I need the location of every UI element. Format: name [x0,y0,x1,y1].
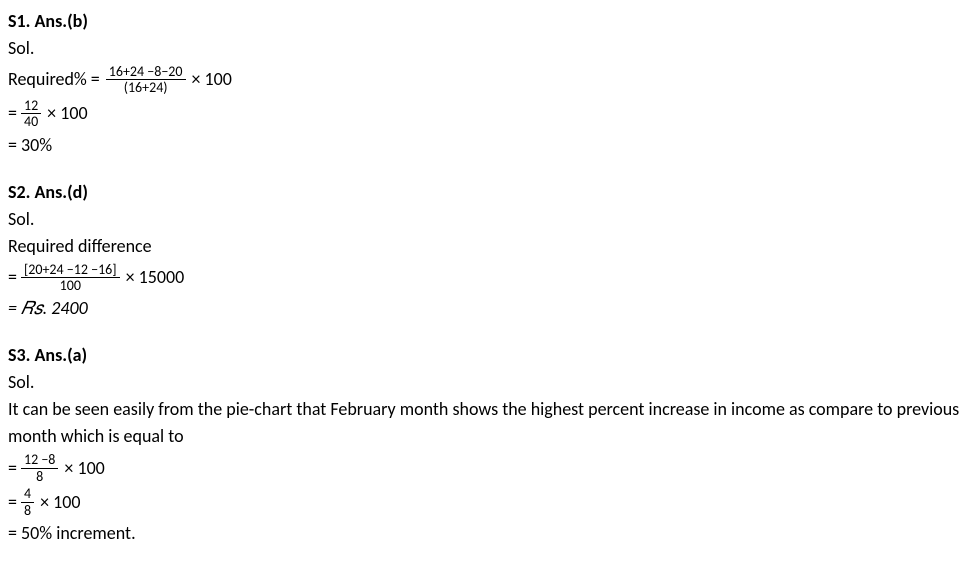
solution-1: S1. Ans.(b) Sol. Required% = 16+24 −8−20… [8,8,962,159]
eq-sign: = [8,489,17,516]
s1-req-label: Required% [8,66,87,93]
s2-times15000: × 15000 [126,264,185,291]
s2-sol-label: Sol. [8,206,962,233]
s3-eq1: = 12 −8 8 × 100 [8,452,962,484]
s2-header: S2. Ans.(d) [8,179,962,206]
s3-text: It can be seen easily from the pie-chart… [8,396,962,450]
s1-eq2: = 12 40 × 100 [8,98,962,130]
s1-frac1: 16+24 −8−20 (16+24) [106,64,186,96]
s1-frac1-num: 16+24 −8−20 [106,64,186,80]
s3-frac2: 4 8 [21,486,34,518]
s1-frac2: 12 40 [21,98,41,130]
eq-sign: = [8,100,17,127]
s1-times100b: × 100 [47,100,87,127]
s3-sol-label: Sol. [8,369,962,396]
s3-header: S3. Ans.(a) [8,342,962,369]
s3-eq2: = 4 8 × 100 [8,486,962,518]
s1-frac2-den: 40 [21,114,41,129]
s1-sol-label: Sol. [8,35,962,62]
s1-header: S1. Ans.(b) [8,8,962,35]
s3-times100: × 100 [64,455,104,482]
s1-result: = 30% [8,132,962,159]
s2-frac1-num: [20+24 −12 −16] [21,262,120,278]
s3-frac1-num: 12 −8 [21,452,58,468]
s3-frac1: 12 −8 8 [21,452,58,484]
solution-3: S3. Ans.(a) Sol. It can be seen easily f… [8,342,962,547]
s3-times100b: × 100 [40,489,80,516]
s3-frac2-den: 8 [21,503,34,518]
s2-req-label: Required difference [8,233,962,260]
eq-sign: = [8,455,17,482]
s3-result: = 50% increment. [8,520,962,547]
s3-frac1-den: 8 [21,469,58,484]
s2-eq1: = [20+24 −12 −16] 100 × 15000 [8,262,962,294]
solution-2: S2. Ans.(d) Sol. Required difference = [… [8,179,962,323]
s1-eq1: Required% = 16+24 −8−20 (16+24) × 100 [8,64,962,96]
s2-frac1-den: 100 [21,278,120,293]
eq-sign: = [91,66,100,93]
s1-frac1-den: (16+24) [106,80,186,95]
s3-frac2-num: 4 [21,486,34,502]
s2-result: = 𝑅𝑠. 2400 [8,295,962,322]
eq-sign: = [8,264,17,291]
s1-frac2-num: 12 [21,98,41,114]
s1-times100: × 100 [192,66,232,93]
s2-frac1: [20+24 −12 −16] 100 [21,262,120,294]
